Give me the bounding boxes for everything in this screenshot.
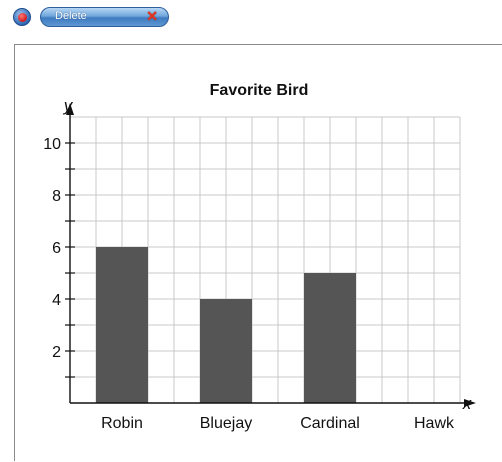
y-tick-label: 6 (52, 240, 61, 257)
x-tick-label-hawk: Hawk (414, 415, 455, 432)
bar-chart: Robin Bluejay Cardinal Hawk 2 4 6 8 10 Favorite … (43, 82, 476, 432)
y-tick-label: 4 (52, 292, 61, 309)
bar-robin (96, 247, 148, 403)
record-button[interactable] (13, 8, 31, 26)
delete-button-label: Delete (55, 10, 87, 22)
x-tick-label-robin: Robin (101, 415, 143, 432)
x-tick-label-cardinal: Cardinal (300, 415, 360, 432)
y-axis-arrow-icon (66, 103, 74, 115)
close-x-icon: ✕ (146, 8, 158, 24)
y-tick-label: 8 (52, 188, 61, 205)
y-axis-label: y (63, 96, 74, 115)
x-axis-arrow-icon (464, 399, 476, 407)
content-panel: Robin Bluejay Cardinal Hawk 2 4 6 8 10 Favorite … (14, 44, 502, 461)
bar-cardinal (304, 273, 356, 403)
chart-title: Favorite Bird (210, 82, 309, 99)
y-tick-label: 2 (52, 344, 61, 361)
x-tick-label-bluejay: Bluejay (200, 415, 252, 432)
bar-bluejay (200, 299, 252, 403)
delete-button[interactable]: Delete ✕ (40, 7, 169, 27)
toolbar: Delete ✕ (0, 0, 502, 32)
x-axis-label: x (462, 394, 472, 413)
record-icon (17, 12, 27, 22)
y-tick-label: 10 (43, 136, 61, 153)
